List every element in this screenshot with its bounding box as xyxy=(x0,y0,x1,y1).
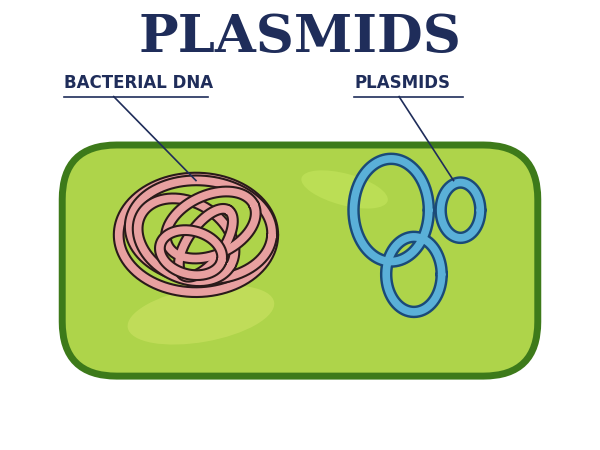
Ellipse shape xyxy=(301,171,388,208)
Text: BACTERIAL DNA: BACTERIAL DNA xyxy=(64,74,214,92)
Text: PLASMIDS: PLASMIDS xyxy=(139,12,461,63)
Ellipse shape xyxy=(128,285,274,345)
Text: PLASMIDS: PLASMIDS xyxy=(355,74,451,92)
FancyBboxPatch shape xyxy=(62,145,538,376)
